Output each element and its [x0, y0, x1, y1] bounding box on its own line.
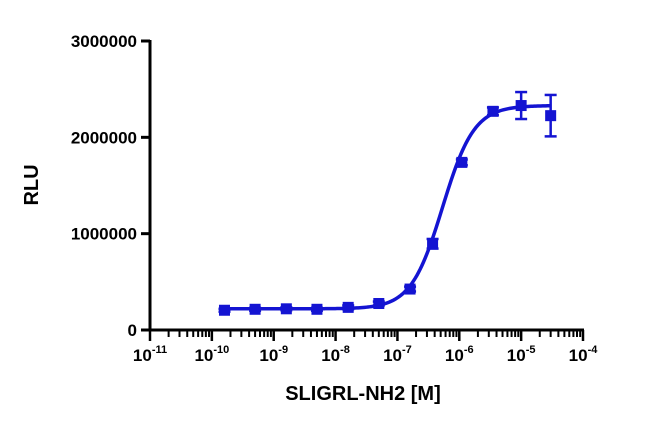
data-point [280, 303, 293, 315]
x-tick-label: 10-7 [383, 344, 412, 365]
x-tick-label: 10-11 [133, 344, 167, 365]
marker-square [404, 283, 416, 295]
marker-square [487, 105, 499, 117]
data-point [455, 156, 468, 168]
marker-square [218, 304, 230, 316]
x-axis-title: SLIGRL-NH2 [M] [285, 383, 441, 405]
fit-curve-layer [224, 104, 551, 311]
x-tick-label: 10-8 [321, 344, 350, 365]
data-point [249, 303, 262, 315]
axes [148, 40, 584, 332]
marker-square [373, 298, 385, 310]
x-tick-label: 10-9 [259, 344, 288, 365]
data-point [372, 298, 385, 310]
y-tick-label: 3000000 [71, 32, 137, 51]
marker-square [427, 238, 439, 250]
marker-square [311, 303, 323, 315]
data-points-layer [218, 90, 557, 316]
marker-square [342, 301, 354, 313]
x-tick-label: 10-5 [507, 344, 536, 365]
data-point [342, 301, 355, 313]
data-point [218, 304, 231, 316]
y-axis-ticks: 0 1000000 2000000 3000000 [71, 32, 150, 340]
y-tick-label: 0 [128, 321, 137, 340]
data-point [486, 105, 499, 117]
x-axis-ticks: 10-11 10-10 10-9 10-8 10-7 10-6 10-5 10-4 [133, 330, 598, 365]
marker-square [456, 156, 468, 168]
marker-square [515, 100, 527, 112]
y-tick-label: 2000000 [71, 128, 137, 147]
x-tick-label: 10-6 [445, 344, 474, 365]
data-point [515, 90, 528, 121]
marker-square [280, 303, 292, 315]
fit-curve [224, 104, 551, 311]
data-point [404, 283, 417, 295]
marker-square [545, 110, 557, 122]
data-point [544, 93, 557, 138]
data-point [310, 303, 323, 315]
x-tick-label: 10-10 [194, 344, 229, 365]
x-tick-label: 10-4 [569, 344, 599, 365]
y-tick-label: 1000000 [71, 225, 137, 244]
y-axis-title: RLU [21, 164, 43, 205]
data-point [426, 237, 439, 250]
marker-square [249, 303, 261, 315]
